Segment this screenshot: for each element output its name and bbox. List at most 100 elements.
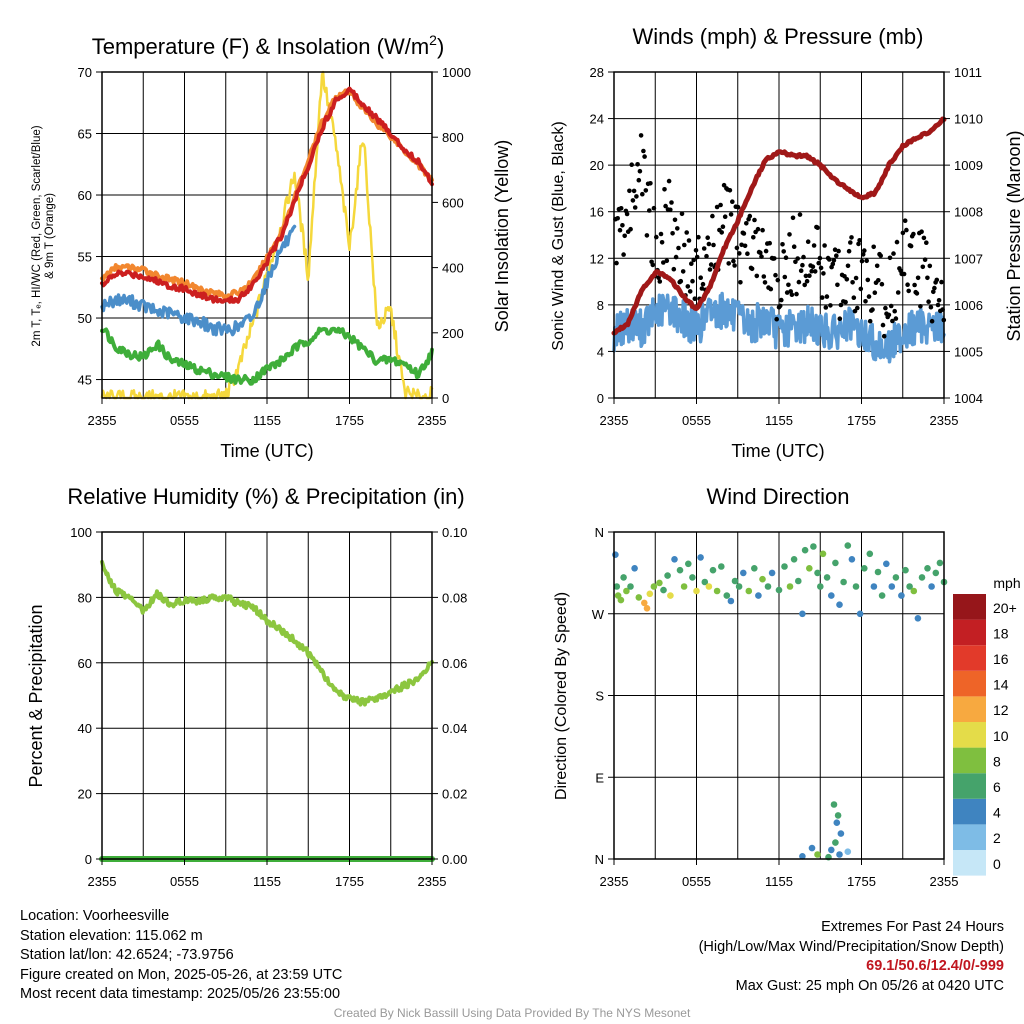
gust-point	[722, 214, 728, 219]
direction-point	[745, 587, 753, 595]
gust-point	[802, 282, 807, 288]
temperature-ylabel-right: Solar Insolation (Yellow)	[492, 140, 512, 332]
gust-point	[888, 303, 894, 309]
gust-point	[827, 257, 832, 262]
temp-plot-border	[101, 71, 433, 399]
gust-point	[803, 273, 809, 279]
gust-point	[812, 269, 818, 274]
gust-point	[714, 204, 720, 210]
gust-point	[620, 223, 625, 228]
direction-point	[641, 599, 648, 607]
gust-point	[668, 207, 673, 213]
gust-point	[679, 211, 685, 217]
gust-point	[846, 248, 852, 254]
created-text: Figure created on Mon, 2025-05-26, at 23…	[20, 966, 343, 983]
gust-point	[727, 188, 733, 193]
gust-point	[640, 191, 645, 197]
direction-point	[660, 586, 667, 594]
gust-point	[874, 263, 880, 269]
series-line-2m-t	[100, 86, 434, 304]
wind-series	[611, 116, 947, 364]
gust-point	[857, 238, 862, 243]
gust-point	[692, 296, 698, 302]
gust-point	[819, 295, 825, 300]
extremes-subtitle: (High/Low/Max Wind/Precipitation/Snow De…	[698, 938, 1004, 955]
gust-point	[870, 307, 875, 312]
gust-point	[718, 202, 723, 208]
temp-ytick-label-right: 200	[442, 326, 464, 341]
gust-point	[851, 295, 857, 301]
colorbar-swatch	[953, 670, 986, 697]
gust-point	[651, 205, 657, 211]
dir-xtick-label: 1155	[765, 874, 793, 889]
gust-point	[881, 333, 887, 339]
gust-point	[676, 245, 681, 251]
colorbar-swatch	[953, 850, 986, 876]
gust-point	[849, 235, 854, 240]
direction-point	[718, 563, 725, 570]
station-info: Location: Voorheesville Station elevatio…	[20, 907, 342, 1005]
direction-point	[795, 577, 802, 585]
gust-point	[763, 248, 769, 254]
direction-point	[723, 592, 731, 599]
gust-point	[707, 267, 713, 272]
rh-ytick-label-right: 0.08	[442, 590, 467, 605]
gust-point	[797, 212, 803, 217]
gust-point	[906, 288, 911, 294]
gust-point	[795, 256, 800, 261]
direction-point	[832, 559, 839, 567]
gust-point	[621, 252, 626, 257]
temp-ytick-label-right: 400	[442, 261, 464, 276]
gust-point	[936, 298, 942, 303]
direction-point	[799, 853, 806, 860]
gust-point	[838, 302, 844, 308]
gust-point	[865, 277, 871, 283]
colorbar-swatch	[953, 722, 986, 748]
wind-ylabel-left: Sonic Wind & Gust (Blue, Black)	[550, 121, 567, 350]
gust-point	[670, 231, 675, 236]
direction-point	[878, 592, 886, 599]
wind-title: Winds (mph) & Pressure (mb)	[633, 24, 924, 49]
direction-point	[828, 846, 835, 854]
gust-point	[775, 277, 781, 283]
direction-colorbar: mph 0 2 4 6 8 10 12 14 16 18 20+	[953, 575, 1021, 876]
gust-point	[741, 231, 747, 236]
wind-ytick-label-left: 8	[597, 298, 604, 313]
direction-point	[832, 839, 839, 846]
gust-point	[644, 233, 650, 238]
gust-point	[678, 278, 684, 284]
gust-point	[627, 188, 632, 194]
gust-point	[855, 305, 860, 311]
gust-point	[629, 162, 634, 167]
gust-point	[922, 257, 928, 263]
gust-point	[789, 292, 795, 298]
direction-point	[790, 556, 798, 563]
rh-ytick-label-left: 60	[78, 656, 92, 671]
temp-xtick-label: 2355	[88, 413, 117, 428]
wind-ytick-label-right: 1009	[954, 158, 983, 173]
direction-point	[664, 572, 671, 579]
wind-axes: 0 4 8 12 16 20 24 28 1004 1005 1006 1007 1008 1009 101…	[590, 65, 983, 428]
gust-point	[798, 268, 804, 274]
gust-point	[891, 251, 896, 256]
gust-point	[614, 260, 619, 266]
colorbar-label: 2	[993, 830, 1001, 846]
gust-point	[914, 291, 920, 296]
direction-point	[786, 583, 794, 590]
temperature-series	[100, 70, 434, 400]
direction-point	[810, 543, 817, 550]
gust-point	[690, 278, 695, 284]
gust-point	[796, 279, 802, 285]
gust-point	[648, 181, 653, 186]
gust-point	[684, 230, 689, 235]
gust-point	[905, 282, 910, 288]
colorbar-swatch	[953, 773, 986, 799]
gust-point	[622, 233, 627, 239]
wind-ytick-label-right: 1005	[954, 344, 983, 359]
gust-point	[705, 235, 710, 240]
direction-point	[613, 583, 621, 590]
direction-point	[612, 551, 619, 558]
direction-point	[685, 560, 692, 568]
rh-ytick-label-right: 0.00	[442, 852, 467, 867]
gust-point	[737, 251, 742, 256]
